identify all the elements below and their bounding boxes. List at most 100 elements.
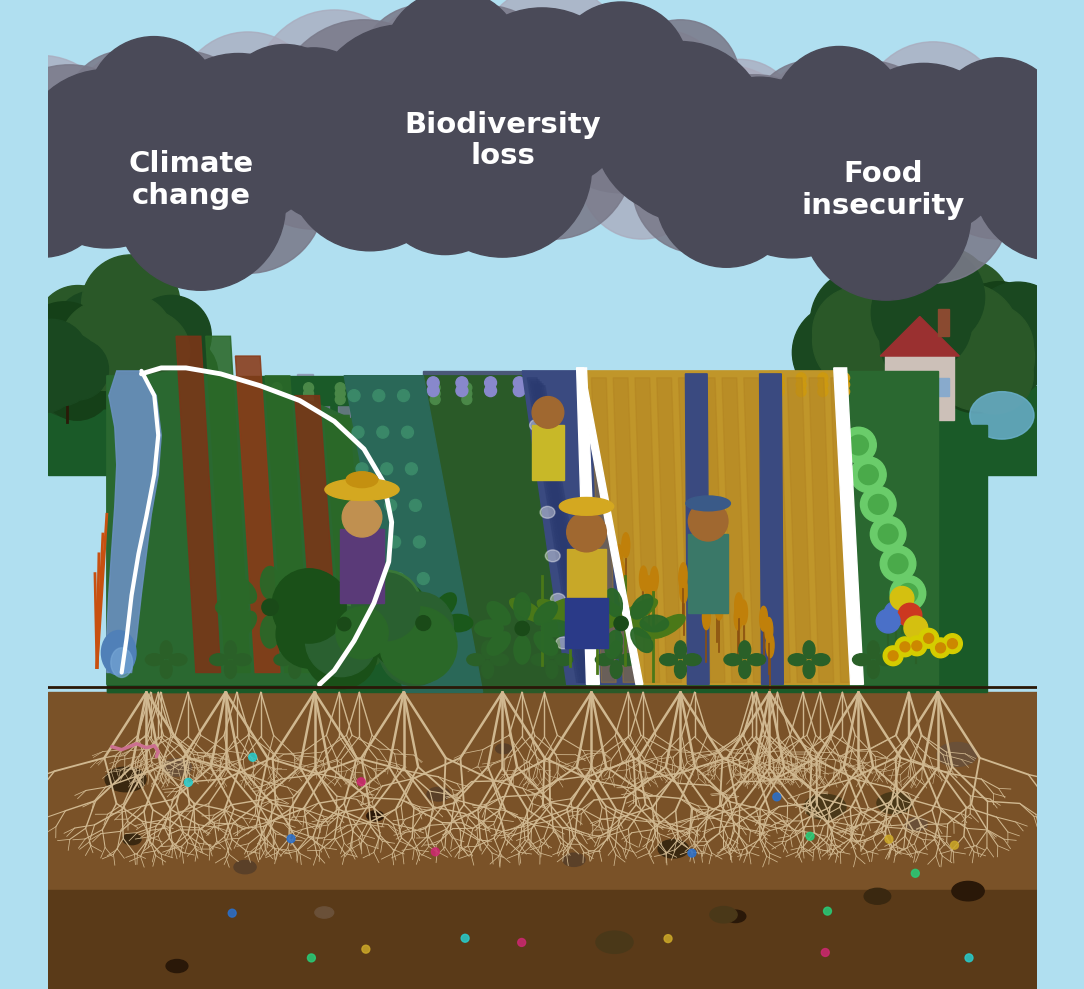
Circle shape [0, 112, 79, 243]
Polygon shape [235, 356, 280, 673]
Circle shape [916, 279, 1015, 378]
Circle shape [796, 373, 806, 383]
Ellipse shape [631, 628, 653, 653]
Circle shape [241, 395, 250, 405]
Circle shape [377, 120, 513, 254]
Circle shape [904, 616, 928, 640]
Circle shape [398, 390, 410, 402]
Ellipse shape [330, 591, 346, 618]
Ellipse shape [230, 577, 257, 603]
Polygon shape [176, 336, 220, 673]
Circle shape [688, 501, 728, 541]
Circle shape [900, 281, 1008, 389]
Circle shape [1056, 113, 1084, 225]
Ellipse shape [538, 599, 572, 623]
Circle shape [48, 289, 118, 359]
Circle shape [36, 286, 119, 369]
Circle shape [249, 47, 377, 176]
Circle shape [241, 383, 250, 393]
Circle shape [869, 298, 946, 376]
Ellipse shape [514, 592, 530, 621]
Circle shape [958, 282, 1040, 363]
Ellipse shape [864, 888, 891, 904]
Circle shape [48, 339, 108, 400]
Circle shape [344, 114, 472, 241]
Circle shape [364, 536, 376, 548]
Circle shape [116, 122, 285, 291]
Ellipse shape [658, 840, 688, 858]
Ellipse shape [867, 641, 879, 659]
Circle shape [462, 389, 472, 399]
Ellipse shape [852, 654, 870, 666]
Circle shape [399, 389, 409, 399]
Circle shape [417, 573, 429, 584]
Circle shape [136, 112, 267, 243]
Ellipse shape [514, 636, 530, 664]
Circle shape [235, 69, 374, 208]
Ellipse shape [304, 606, 328, 624]
Circle shape [944, 295, 1051, 402]
Polygon shape [107, 371, 162, 673]
Circle shape [951, 842, 958, 850]
Ellipse shape [739, 600, 748, 625]
Ellipse shape [970, 392, 1034, 439]
Ellipse shape [298, 654, 315, 666]
Circle shape [928, 315, 1027, 413]
Ellipse shape [804, 794, 846, 820]
Circle shape [824, 274, 925, 374]
Circle shape [120, 311, 194, 384]
Circle shape [359, 5, 488, 134]
Circle shape [876, 609, 900, 633]
Circle shape [367, 389, 377, 399]
Ellipse shape [546, 661, 558, 678]
Ellipse shape [509, 598, 544, 622]
Circle shape [380, 463, 392, 475]
Ellipse shape [260, 567, 280, 599]
Circle shape [90, 302, 166, 376]
Circle shape [828, 313, 912, 397]
Circle shape [859, 465, 878, 485]
Polygon shape [744, 378, 769, 682]
Circle shape [430, 389, 440, 399]
Polygon shape [765, 378, 790, 682]
Circle shape [379, 615, 449, 685]
Circle shape [759, 60, 881, 183]
Circle shape [255, 10, 413, 168]
Ellipse shape [725, 910, 746, 923]
Circle shape [28, 332, 113, 417]
Circle shape [275, 20, 453, 198]
Ellipse shape [434, 628, 456, 654]
Circle shape [859, 301, 927, 368]
Circle shape [869, 292, 947, 370]
Circle shape [373, 390, 385, 402]
Circle shape [900, 642, 909, 652]
Polygon shape [345, 376, 482, 692]
Ellipse shape [952, 881, 984, 901]
Bar [48, 386, 1036, 475]
Circle shape [688, 77, 830, 220]
Ellipse shape [166, 959, 188, 972]
Ellipse shape [216, 597, 248, 617]
Ellipse shape [622, 533, 630, 558]
Circle shape [399, 395, 409, 405]
Text: Food
insecurity: Food insecurity [801, 160, 965, 220]
Circle shape [131, 296, 211, 376]
Bar [220, 386, 232, 440]
Circle shape [272, 383, 282, 393]
Circle shape [397, 609, 409, 621]
Ellipse shape [551, 593, 566, 605]
Polygon shape [522, 371, 636, 684]
Circle shape [67, 296, 159, 388]
Ellipse shape [353, 641, 365, 659]
Ellipse shape [534, 463, 550, 475]
Bar [241, 398, 250, 442]
Circle shape [0, 107, 17, 229]
Circle shape [915, 259, 1011, 355]
Circle shape [310, 584, 385, 659]
Circle shape [36, 319, 104, 388]
Ellipse shape [102, 631, 136, 674]
Circle shape [65, 50, 186, 173]
Ellipse shape [867, 661, 879, 678]
Ellipse shape [596, 931, 633, 953]
Polygon shape [107, 371, 403, 684]
